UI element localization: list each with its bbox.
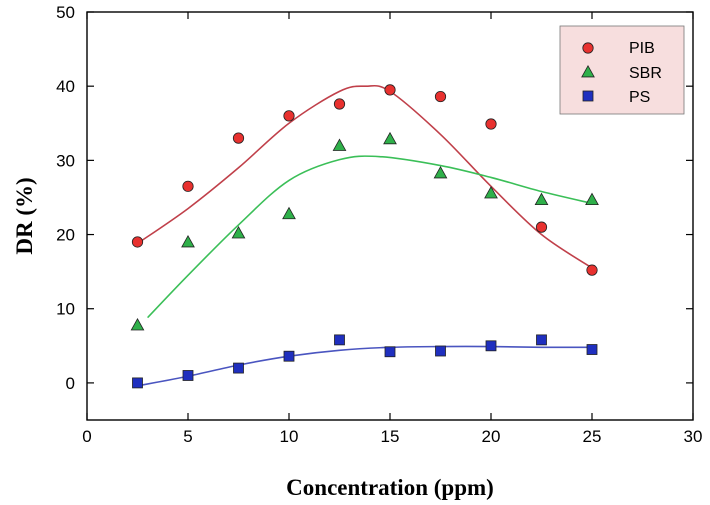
y-tick-label-10: 10: [56, 300, 75, 319]
point-sbr-1: [181, 234, 195, 248]
point-sbr-0: [130, 318, 145, 331]
x-tick-label-20: 20: [482, 427, 501, 446]
point-pib-5: [384, 84, 396, 96]
x-tick-label-10: 10: [280, 427, 299, 446]
legend-label-ps: PS: [629, 89, 650, 106]
legend-marker-sbr: [581, 64, 595, 78]
point-sbr-2: [231, 226, 246, 239]
legend-label-sbr: SBR: [629, 65, 662, 82]
fit-curve-ps: [137, 345, 593, 387]
point-pib-2: [232, 132, 245, 144]
y-tick-label-30: 30: [56, 151, 75, 170]
point-ps-5: [384, 346, 396, 358]
legend-markers: [581, 42, 595, 102]
point-sbr-9: [585, 192, 599, 206]
x-tick-label-25: 25: [583, 427, 602, 446]
legend-label-pib: PIB: [629, 40, 655, 57]
point-ps-6: [435, 345, 446, 357]
point-ps-8: [536, 334, 547, 346]
point-pib-4: [333, 98, 346, 110]
point-sbr-6: [433, 165, 448, 179]
point-pib-3: [283, 110, 295, 122]
point-pib-8: [535, 221, 548, 233]
y-axis-title: DR (%): [12, 177, 37, 254]
axis-ticks: 0 5 10 15 20 25 30 0 10 20 30 40 50: [56, 3, 702, 446]
point-ps-7: [485, 340, 497, 352]
fit-curve-sbr: [147, 155, 593, 319]
y-tick-label-20: 20: [56, 226, 75, 245]
point-ps-1: [182, 370, 194, 381]
fit-curve-pib: [137, 84, 593, 269]
point-ps-9: [586, 344, 598, 355]
point-ps-0: [132, 377, 143, 389]
y-tick-label-40: 40: [56, 77, 75, 96]
legend-marker-pib: [582, 42, 594, 54]
point-sbr-4: [332, 138, 347, 151]
point-pib-9: [586, 264, 598, 276]
y-tick-label-0: 0: [66, 374, 75, 393]
point-sbr-8: [534, 192, 549, 206]
point-sbr-3: [282, 206, 296, 220]
x-tick-label-15: 15: [381, 427, 400, 446]
point-sbr-5: [383, 131, 397, 145]
legend-marker-ps: [582, 90, 594, 102]
legend-box: [559, 25, 685, 115]
point-pib-6: [434, 90, 447, 103]
x-axis-title: Concentration (ppm): [286, 475, 494, 500]
point-ps-2: [233, 362, 244, 374]
fit-curves: [137, 84, 593, 387]
legend: PIB SBR PS: [559, 25, 685, 115]
point-ps-3: [283, 350, 295, 362]
point-pib-0: [131, 236, 144, 248]
point-ps-4: [334, 334, 345, 346]
data-markers: [130, 84, 599, 389]
y-tick-label-50: 50: [56, 3, 75, 22]
point-pib-7: [485, 118, 497, 130]
x-tick-label-30: 30: [684, 427, 703, 446]
point-sbr-7: [484, 185, 498, 199]
x-tick-label-0: 0: [82, 427, 91, 446]
point-pib-1: [182, 180, 194, 192]
x-tick-label-5: 5: [183, 427, 192, 446]
